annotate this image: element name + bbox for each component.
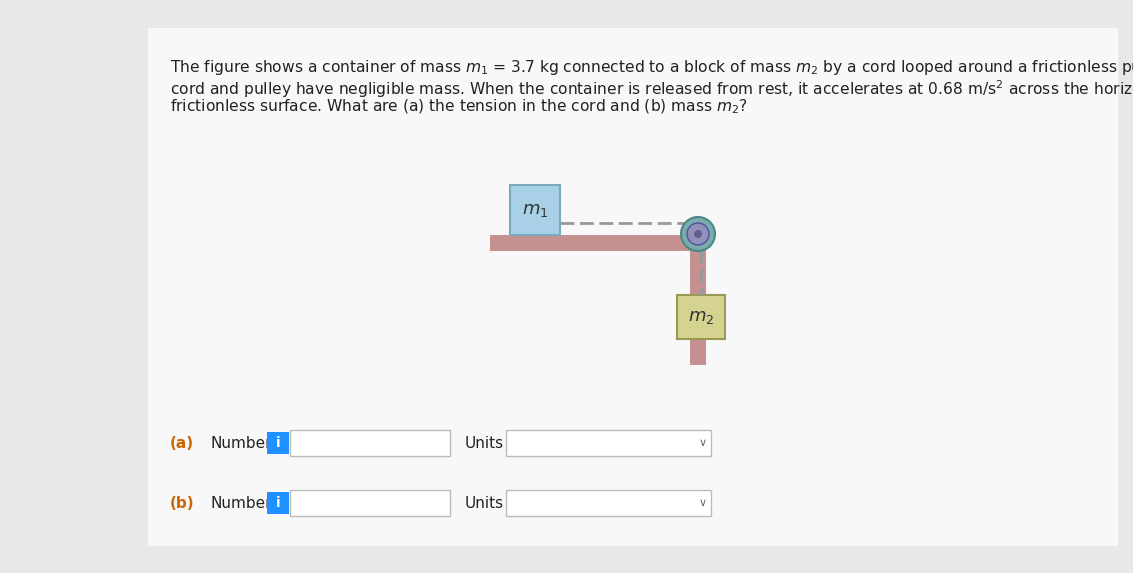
Text: The figure shows a container of mass $m_1$ = 3.7 kg connected to a block of mass: The figure shows a container of mass $m_… [170, 58, 1133, 77]
Text: Units: Units [465, 435, 504, 450]
Bar [290, 430, 450, 456]
Bar [267, 492, 289, 514]
Bar [506, 430, 712, 456]
Text: Number: Number [210, 496, 272, 511]
Text: i: i [275, 436, 280, 450]
Text: (a): (a) [170, 435, 194, 450]
Text: Number: Number [210, 435, 272, 450]
Text: cord and pulley have negligible mass. When the container is released from rest, : cord and pulley have negligible mass. Wh… [170, 78, 1133, 100]
Text: frictionless surface. What are (a) the tension in the cord and (b) mass $m_2$?: frictionless surface. What are (a) the t… [170, 98, 748, 116]
Bar [290, 490, 450, 516]
Circle shape [695, 230, 702, 238]
Text: ∨: ∨ [699, 498, 707, 508]
Bar [267, 432, 289, 454]
Bar [510, 185, 560, 235]
Text: $m_2$: $m_2$ [688, 308, 714, 326]
Text: i: i [275, 496, 280, 510]
Circle shape [687, 223, 709, 245]
Text: (b): (b) [170, 496, 195, 511]
Text: $m_1$: $m_1$ [522, 201, 548, 219]
Bar [690, 235, 706, 365]
Circle shape [681, 217, 715, 251]
Text: Units: Units [465, 496, 504, 511]
Bar [678, 295, 725, 339]
Bar [489, 235, 706, 251]
Bar [148, 28, 1118, 546]
Bar [506, 490, 712, 516]
Text: ∨: ∨ [699, 438, 707, 448]
